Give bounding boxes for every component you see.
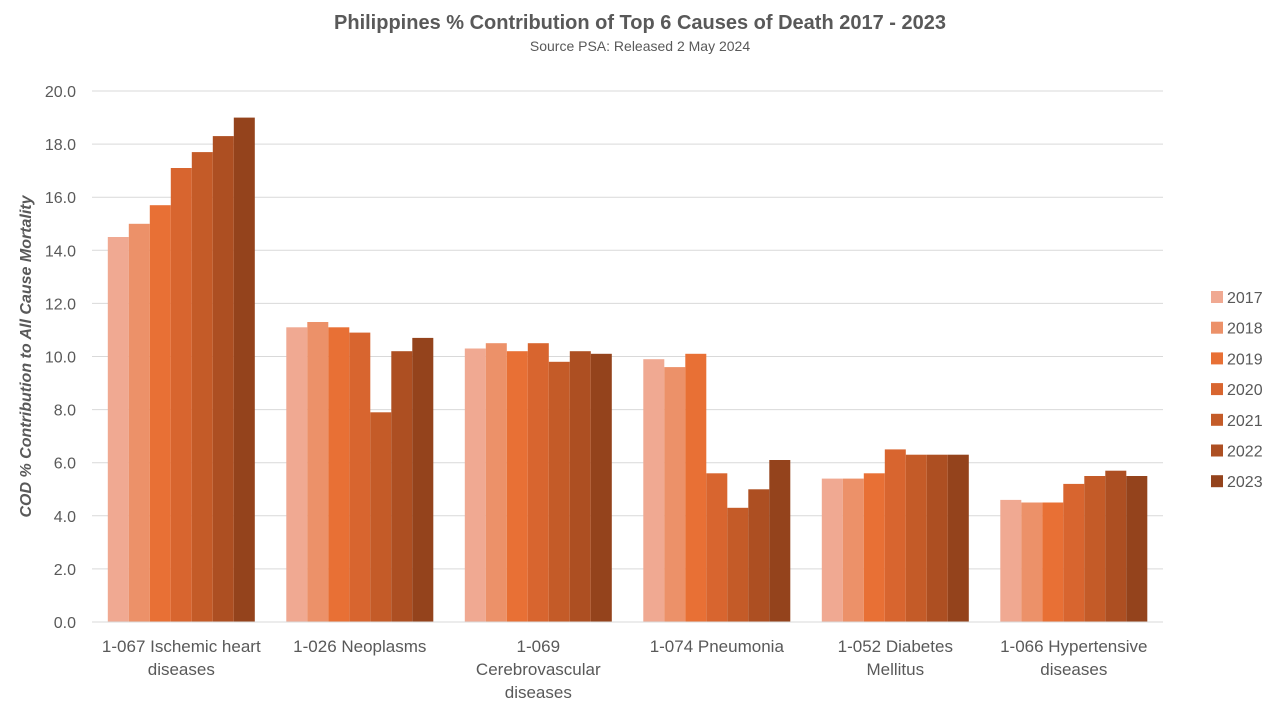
bar-2020-cat-5: [884, 449, 906, 622]
category-label: 1-069: [517, 637, 560, 656]
bar-2021-cat-4: [727, 507, 749, 622]
bar-2017-cat-5: [821, 478, 843, 622]
legend-label-2023: 2023: [1227, 474, 1263, 491]
category-label: 1-026 Neoplasms: [293, 637, 426, 656]
category-label: diseases: [148, 660, 215, 679]
bar-2021-cat-6: [1084, 476, 1106, 622]
bar-2021-cat-3: [548, 361, 570, 622]
legend-swatch-2017: [1211, 291, 1223, 303]
legend-swatch-2019: [1211, 352, 1223, 365]
legend-label-2019: 2019: [1227, 351, 1263, 368]
bar-2017-cat-6: [1000, 499, 1022, 622]
bar-2023-cat-5: [947, 454, 969, 622]
bar-2019-cat-6: [1042, 502, 1064, 622]
bar-2022-cat-1: [212, 136, 234, 622]
bar-2017-cat-3: [464, 348, 486, 622]
bar-2019-cat-4: [685, 353, 707, 622]
bar-2022-cat-6: [1105, 470, 1127, 622]
y-tick-label: 6.0: [54, 456, 76, 473]
legend-swatch-2021: [1211, 413, 1223, 426]
y-tick-label: 0.0: [54, 615, 76, 632]
bar-2021-cat-2: [370, 412, 392, 622]
bar-2022-cat-5: [926, 454, 948, 622]
bar-2022-cat-3: [569, 351, 591, 622]
bar-2023-cat-3: [590, 353, 612, 622]
category-label: 1-067 Ischemic heart: [102, 637, 261, 656]
bar-2018-cat-6: [1021, 502, 1043, 622]
y-tick-label: 20.0: [45, 84, 76, 101]
legend-swatch-2023: [1211, 475, 1223, 488]
legend-label-2020: 2020: [1227, 382, 1263, 399]
bar-2018-cat-5: [842, 478, 864, 622]
bar-2023-cat-2: [412, 337, 434, 622]
bar-2023-cat-4: [769, 460, 791, 622]
legend-swatch-2020: [1211, 383, 1223, 396]
category-label: Cerebrovascular: [476, 660, 601, 679]
category-label: diseases: [1040, 660, 1107, 679]
bar-2019-cat-5: [863, 473, 885, 622]
y-tick-label: 12.0: [45, 296, 76, 313]
y-tick-label: 10.0: [45, 350, 76, 367]
y-tick-label: 14.0: [45, 243, 76, 260]
bar-2020-cat-2: [349, 332, 371, 622]
y-tick-label: 16.0: [45, 190, 76, 207]
bar-2017-cat-2: [286, 327, 308, 622]
legend-label-2017: 2017: [1227, 290, 1263, 307]
category-label: diseases: [505, 683, 572, 702]
bar-2018-cat-3: [485, 343, 507, 622]
legend-label-2021: 2021: [1227, 413, 1263, 430]
bar-2020-cat-3: [527, 343, 549, 622]
bar-2022-cat-2: [391, 351, 413, 622]
bar-2018-cat-2: [307, 322, 329, 622]
legend-swatch-2022: [1211, 444, 1223, 457]
y-tick-label: 4.0: [54, 509, 76, 526]
bar-2021-cat-1: [191, 152, 213, 622]
category-label: 1-074 Pneumonia: [650, 637, 785, 656]
bar-2018-cat-4: [664, 367, 686, 622]
y-tick-label: 8.0: [54, 403, 76, 420]
bar-2020-cat-1: [170, 168, 192, 622]
bar-2021-cat-5: [905, 454, 927, 622]
bar-2019-cat-3: [506, 351, 528, 622]
bar-2023-cat-6: [1126, 476, 1148, 622]
bar-2017-cat-1: [107, 237, 129, 622]
bar-2017-cat-4: [643, 359, 665, 622]
bar-2020-cat-4: [706, 473, 728, 622]
y-axis-label: COD % Contribution to All Cause Mortalit…: [18, 194, 35, 517]
chart-subtitle: Source PSA: Released 2 May 2024: [529, 38, 751, 54]
y-tick-label: 2.0: [54, 562, 76, 579]
bar-2022-cat-4: [748, 489, 770, 623]
category-label: 1-052 Diabetes: [838, 637, 953, 656]
category-label: Mellitus: [866, 660, 924, 679]
legend-label-2022: 2022: [1227, 444, 1263, 461]
legend-label-2018: 2018: [1227, 321, 1263, 338]
bar-2020-cat-6: [1063, 483, 1085, 622]
y-tick-label: 18.0: [45, 137, 76, 154]
chart-title: Philippines % Contribution of Top 6 Caus…: [334, 12, 946, 34]
bar-2019-cat-2: [328, 327, 350, 622]
bar-2018-cat-1: [128, 223, 150, 623]
bar-2023-cat-1: [233, 117, 255, 622]
legend-swatch-2018: [1211, 321, 1223, 334]
bar-2019-cat-1: [149, 205, 171, 622]
category-label: 1-066 Hypertensive: [1000, 637, 1147, 656]
